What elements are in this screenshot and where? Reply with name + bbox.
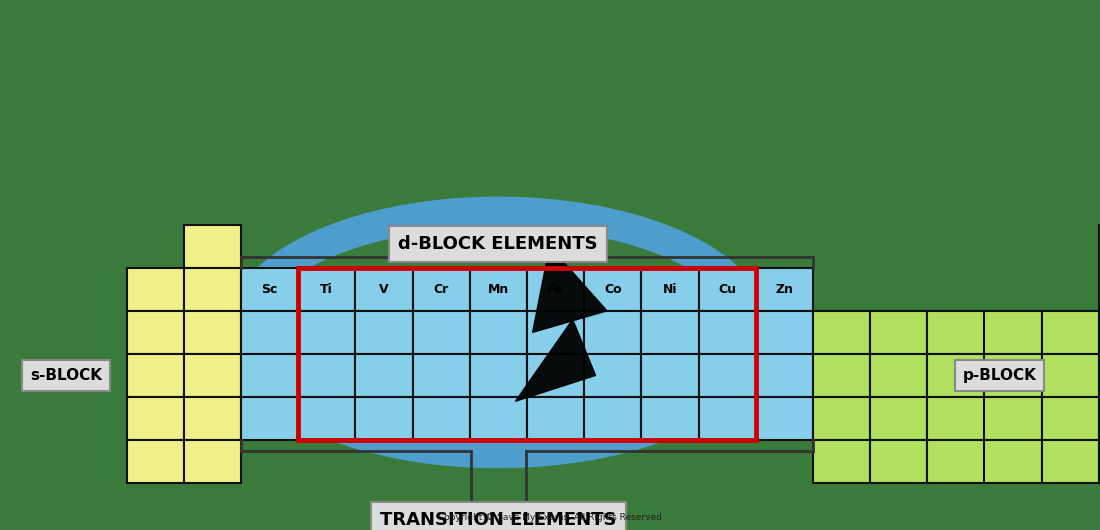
Bar	[126, 397, 184, 440]
Bar	[470, 268, 527, 311]
Bar	[813, 397, 870, 440]
Bar	[870, 397, 927, 440]
Bar	[870, 311, 927, 354]
Bar	[184, 397, 241, 440]
Bar	[984, 354, 1042, 397]
Bar	[927, 397, 984, 440]
Bar	[412, 311, 470, 354]
Bar	[584, 268, 641, 311]
Bar	[470, 311, 527, 354]
Bar	[126, 440, 184, 483]
Bar	[641, 268, 698, 311]
Bar	[584, 354, 641, 397]
Bar	[298, 397, 355, 440]
Bar	[241, 397, 298, 440]
Text: V: V	[379, 283, 388, 296]
Bar	[184, 225, 241, 268]
Text: Ti: Ti	[320, 283, 333, 296]
Bar	[698, 311, 756, 354]
Bar	[241, 354, 298, 397]
Bar	[1042, 440, 1099, 483]
Bar	[470, 354, 527, 397]
Text: Cu: Cu	[718, 283, 736, 296]
Bar	[412, 268, 470, 311]
Bar	[126, 268, 184, 311]
Bar	[984, 397, 1042, 440]
Text: TRANSITION ELEMENTS: TRANSITION ELEMENTS	[381, 511, 616, 529]
Bar	[813, 311, 870, 354]
Polygon shape	[516, 320, 595, 401]
Bar	[641, 311, 698, 354]
Bar	[756, 397, 813, 440]
Bar	[126, 311, 184, 354]
Bar	[870, 354, 927, 397]
Bar	[641, 397, 698, 440]
Bar	[298, 311, 355, 354]
Text: Zn: Zn	[776, 283, 793, 296]
Text: Copyright © Save My Exams. All Rights Reserved: Copyright © Save My Exams. All Rights Re…	[438, 513, 662, 522]
Bar	[412, 397, 470, 440]
Text: Ni: Ni	[662, 283, 678, 296]
Bar	[698, 268, 756, 311]
Bar	[241, 311, 298, 354]
Bar	[184, 354, 241, 397]
Bar	[184, 311, 241, 354]
Polygon shape	[532, 246, 607, 332]
Bar	[241, 268, 298, 311]
Text: Cr: Cr	[433, 283, 449, 296]
Bar	[298, 354, 355, 397]
Bar	[1042, 354, 1099, 397]
Bar	[698, 397, 756, 440]
Bar	[355, 268, 412, 311]
Bar	[298, 268, 756, 440]
Bar	[584, 397, 641, 440]
Bar	[756, 354, 813, 397]
Bar	[355, 311, 412, 354]
Bar	[1042, 311, 1099, 354]
Bar	[641, 354, 698, 397]
Bar	[813, 354, 870, 397]
Text: Fe: Fe	[548, 283, 563, 296]
Bar	[527, 268, 584, 311]
Bar	[527, 397, 584, 440]
Bar	[927, 354, 984, 397]
Bar	[984, 440, 1042, 483]
Bar	[126, 354, 184, 397]
Bar	[1042, 397, 1099, 440]
Bar	[927, 311, 984, 354]
Bar	[527, 354, 584, 397]
Bar	[584, 311, 641, 354]
Bar	[984, 311, 1042, 354]
Text: Co: Co	[604, 283, 622, 296]
Bar	[756, 268, 813, 311]
Text: s-BLOCK: s-BLOCK	[30, 368, 102, 383]
Text: p-BLOCK: p-BLOCK	[962, 368, 1037, 383]
Bar	[355, 397, 412, 440]
Bar	[756, 311, 813, 354]
Bar	[927, 440, 984, 483]
Bar	[470, 397, 527, 440]
Bar	[813, 440, 870, 483]
Text: Mn: Mn	[487, 283, 509, 296]
Text: Sc: Sc	[262, 283, 277, 296]
Bar	[184, 440, 241, 483]
Bar	[298, 268, 355, 311]
Bar	[184, 268, 241, 311]
Text: d-BLOCK ELEMENTS: d-BLOCK ELEMENTS	[398, 235, 598, 253]
Bar	[698, 354, 756, 397]
Bar	[527, 311, 584, 354]
Bar	[870, 440, 927, 483]
Bar	[412, 354, 470, 397]
Bar	[355, 354, 412, 397]
